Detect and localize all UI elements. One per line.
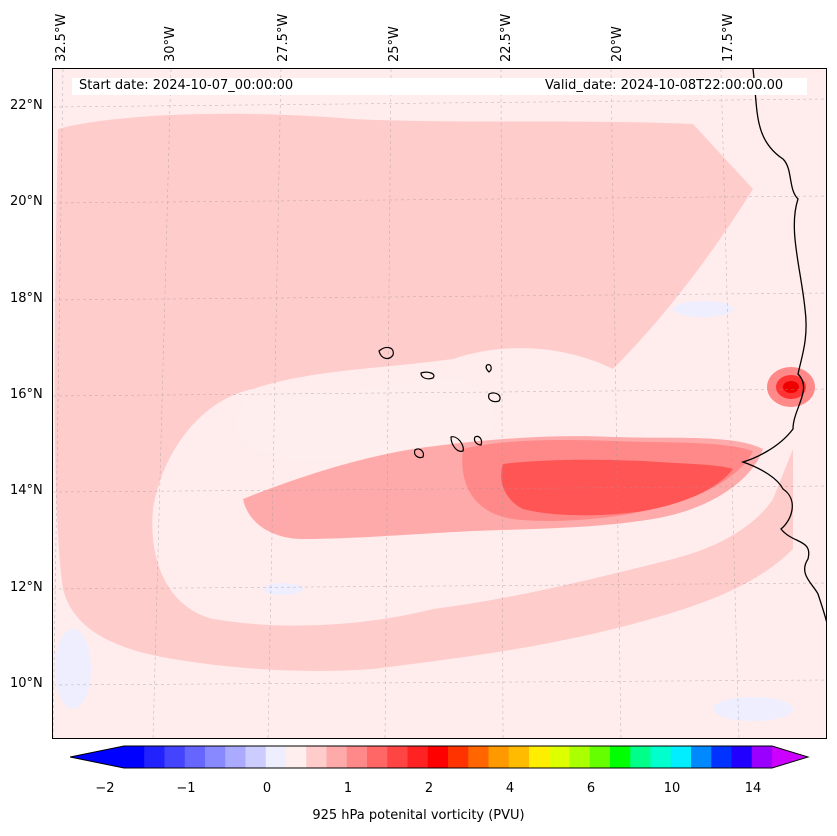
lat-label-10n: 10°N bbox=[10, 676, 43, 691]
colorbar-cell bbox=[164, 746, 186, 768]
colorbar-cell bbox=[124, 746, 145, 768]
colorbar-cell bbox=[751, 746, 773, 768]
colorbar-over-arrow bbox=[772, 746, 808, 768]
colorbar-cell bbox=[529, 746, 550, 768]
colorbar-cell bbox=[225, 746, 246, 768]
pv-max-core bbox=[783, 381, 799, 393]
lat-label-14n: 14°N bbox=[10, 483, 43, 498]
colorbar-cell bbox=[610, 746, 631, 768]
colorbar-cell bbox=[488, 746, 510, 768]
colorbar-cell bbox=[508, 746, 530, 768]
colorbar-cell bbox=[265, 746, 287, 768]
colorbar-cell bbox=[326, 746, 348, 768]
colorbar-cell bbox=[731, 746, 753, 768]
start-date-label: Start date: 2024-10-07_00:00:00 bbox=[79, 78, 294, 93]
colorbar bbox=[70, 745, 810, 769]
colorbar-tick: −2 bbox=[95, 781, 115, 796]
colorbar-cell bbox=[670, 746, 692, 768]
lat-label-12n: 12°N bbox=[10, 580, 43, 595]
colorbar-cell bbox=[711, 746, 732, 768]
pv-negative-patch bbox=[713, 697, 793, 721]
colorbar-cell bbox=[569, 746, 591, 768]
lat-label-16n: 16°N bbox=[10, 387, 43, 402]
colorbar-cell bbox=[691, 746, 712, 768]
colorbar-cell bbox=[346, 746, 368, 768]
colorbar-cell bbox=[650, 746, 672, 768]
coastline bbox=[740, 69, 826, 622]
colorbar-tick: 14 bbox=[744, 781, 762, 796]
lat-label-18n: 18°N bbox=[10, 291, 43, 306]
colorbar-outline bbox=[70, 745, 810, 769]
colorbar-cell bbox=[448, 746, 469, 768]
pv-contour-field bbox=[53, 69, 826, 738]
cape-verde-islands bbox=[378, 346, 501, 459]
colorbar-cell bbox=[630, 746, 651, 768]
date-info-bar bbox=[72, 78, 807, 95]
colorbar-cell bbox=[245, 746, 267, 768]
lon-label-27-5w: 27.5°W bbox=[276, 13, 291, 62]
valid-date-label: Valid_date: 2024-10-08T22:00:00.00 bbox=[545, 78, 784, 93]
colorbar-tick: 0 bbox=[262, 781, 272, 796]
colorbar-under-arrow bbox=[70, 746, 124, 768]
colorbar-tick: −1 bbox=[176, 781, 196, 796]
colorbar-cell bbox=[589, 746, 611, 768]
colorbar-tick: 4 bbox=[505, 781, 515, 796]
lon-label-20w: 20°W bbox=[610, 26, 625, 62]
colorbar-cell bbox=[286, 746, 307, 768]
colorbar-tick: 2 bbox=[424, 781, 434, 796]
colorbar-cell bbox=[184, 746, 206, 768]
pv-negative-patch bbox=[55, 629, 91, 709]
lat-label-20n: 20°N bbox=[10, 194, 43, 209]
lon-label-30w: 30°W bbox=[163, 26, 178, 62]
colorbar-tick: 10 bbox=[663, 781, 681, 796]
lon-label-22-5w: 22.5°W bbox=[499, 13, 514, 62]
colorbar-cell bbox=[468, 746, 489, 768]
lon-label-17-5w: 17.5°W bbox=[721, 13, 736, 62]
colorbar-cell bbox=[306, 746, 327, 768]
colorbar-cell bbox=[205, 746, 226, 768]
colorbar-cell bbox=[427, 746, 449, 768]
colorbar-cell bbox=[144, 746, 165, 768]
colorbar-cell bbox=[387, 746, 408, 768]
pv-negative-patch bbox=[263, 583, 303, 595]
colorbar-label: 925 hPa potenital vorticity (PVU) bbox=[312, 808, 525, 823]
graticule bbox=[53, 69, 826, 738]
colorbar-cells bbox=[70, 745, 810, 769]
lon-label-25w: 25°W bbox=[387, 26, 402, 62]
colorbar-tick: 6 bbox=[586, 781, 596, 796]
map-panel bbox=[52, 68, 827, 739]
pv-region-light bbox=[54, 113, 794, 671]
lat-label-22n: 22°N bbox=[10, 98, 43, 113]
pv-negative-patch bbox=[673, 301, 733, 317]
colorbar-tick: 1 bbox=[343, 781, 353, 796]
colorbar-cell bbox=[367, 746, 388, 768]
colorbar-cell bbox=[407, 746, 429, 768]
pv-region-faint bbox=[237, 378, 495, 461]
lon-label-32-5w: 32.5°W bbox=[54, 13, 69, 62]
colorbar-cell bbox=[549, 746, 570, 768]
